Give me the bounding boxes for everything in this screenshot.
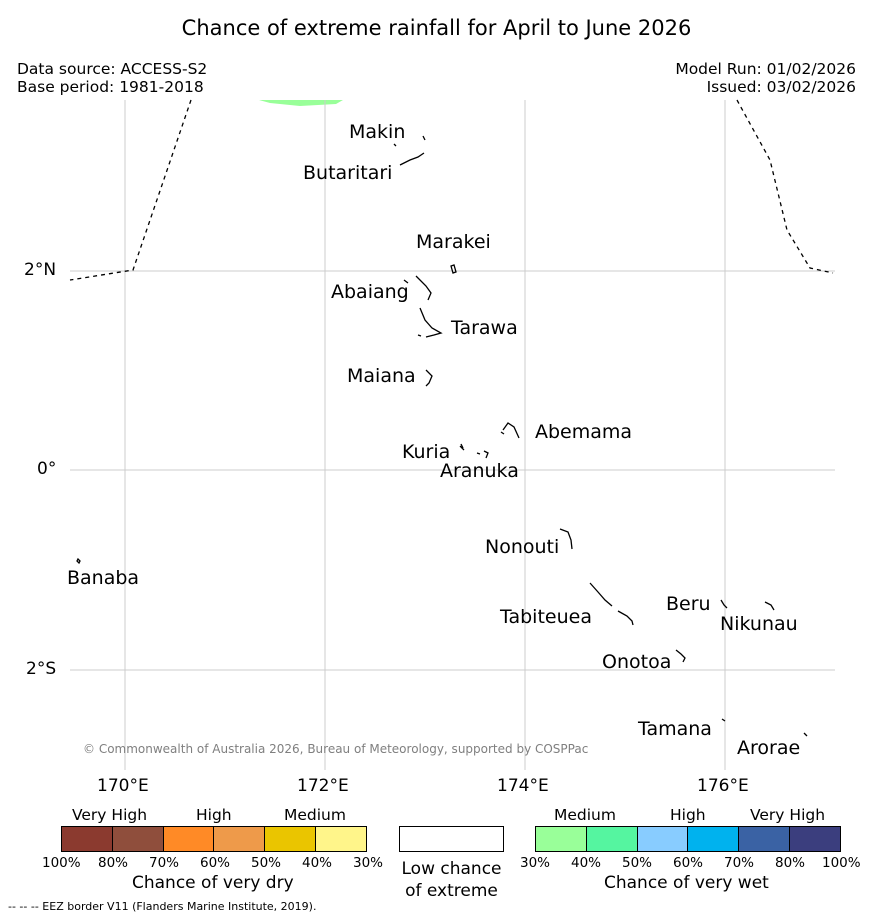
data-info: Data source: ACCESS-S2 Base period: 1981…	[17, 60, 207, 96]
wet-swatch	[586, 827, 638, 851]
wet-swatch	[637, 827, 689, 851]
island-label-kuria: Kuria	[402, 441, 451, 463]
banaba-shape	[76, 557, 81, 565]
neutral-caption-line2: of extreme	[405, 881, 498, 901]
wet-tick: 100%	[822, 855, 861, 871]
tarawa-shape	[417, 307, 443, 338]
island-label-banaba: Banaba	[67, 567, 140, 589]
island-label-makin: Makin	[349, 121, 406, 143]
island-label-abemama: Abemama	[535, 421, 633, 443]
graticule	[70, 100, 835, 770]
wet-swatch	[739, 827, 791, 851]
wet-tick: 70%	[724, 855, 755, 871]
tamana-shape	[721, 718, 726, 722]
island-label-tamana: Tamana	[638, 718, 712, 740]
wet-category-high: High	[670, 806, 706, 824]
neutral-swatch	[399, 826, 504, 852]
wet-swatch	[536, 827, 587, 851]
lon-label-176e: 176°E	[697, 776, 749, 796]
maiana-shape	[425, 369, 433, 387]
lon-label-170e: 170°E	[97, 776, 149, 796]
dry-swatch	[316, 827, 366, 851]
dry-tick: 60%	[200, 855, 231, 871]
wet-medium-patch	[259, 100, 343, 106]
tabiteuea-shape	[589, 582, 634, 626]
dry-category-medium: Medium	[284, 806, 346, 824]
neutral-legend-caption: Low chance of extreme	[399, 858, 504, 902]
nonouti-shape	[559, 528, 573, 550]
eez-border	[69, 99, 834, 281]
dry-tick: 80%	[98, 855, 129, 871]
wet-category-medium: Medium	[554, 806, 616, 824]
island-label-aranuka: Aranuka	[440, 460, 519, 482]
base-period-text: Base period: 1981-2018	[17, 78, 204, 96]
island-label-tarawa: Tarawa	[451, 317, 518, 339]
dry-category-high: High	[196, 806, 232, 824]
dry-tick: 100%	[42, 855, 81, 871]
lat-label-2s: 2°S	[26, 659, 57, 679]
dry-swatch	[163, 827, 215, 851]
eez-border-west	[69, 99, 192, 281]
lat-label-0: 0°	[37, 459, 57, 479]
marakei-shape	[450, 264, 457, 274]
island-label-arorae: Arorae	[737, 737, 801, 759]
wet-swatch	[688, 827, 740, 851]
island-label-onotoa: Onotoa	[602, 651, 672, 673]
dry-tick: 70%	[149, 855, 180, 871]
run-info: Model Run: 01/02/2026 Issued: 03/02/2026	[675, 60, 856, 96]
issued-text: Issued: 03/02/2026	[706, 78, 856, 96]
lon-label-172e: 172°E	[297, 776, 349, 796]
map-title: Chance of extreme rainfall for April to …	[181, 16, 692, 40]
wet-colorbar	[535, 826, 841, 852]
wet-tick: 80%	[775, 855, 806, 871]
wet-tick: 50%	[622, 855, 653, 871]
lat-label-2n: 2°N	[24, 260, 57, 280]
island-label-abaiang: Abaiang	[331, 281, 409, 303]
arorae-shape	[803, 732, 808, 737]
island-label-nikunau: Nikunau	[720, 613, 798, 635]
eez-border-east	[736, 99, 834, 274]
dry-swatch	[265, 827, 317, 851]
neutral-caption-line1: Low chance	[401, 859, 502, 879]
dry-swatch	[62, 827, 113, 851]
dry-legend-caption: Chance of very dry	[132, 873, 294, 893]
copyright-text: © Commonwealth of Australia 2026, Bureau…	[83, 742, 589, 756]
abaiang-shape	[403, 275, 432, 301]
dry-swatch	[112, 827, 164, 851]
onotoa-shape	[675, 649, 686, 663]
data-source-text: Data source: ACCESS-S2	[17, 60, 208, 78]
aranuka-shape	[476, 450, 489, 459]
wet-tick: 60%	[673, 855, 704, 871]
island-label-butaritari: Butaritari	[303, 162, 393, 184]
island-label-beru: Beru	[666, 593, 711, 615]
nikunau-shape	[764, 601, 775, 611]
abemama-shape	[500, 422, 520, 439]
makin-shape	[393, 135, 426, 147]
wet-swatch	[790, 827, 840, 851]
wet-category-very-high: Very High	[750, 806, 826, 824]
dry-colorbar	[61, 826, 367, 852]
dry-tick: 40%	[302, 855, 333, 871]
eez-border-note: -- -- -- EEZ border V11 (Flanders Marine…	[8, 900, 317, 913]
island-label-maiana: Maiana	[347, 365, 416, 387]
beru-shape	[720, 599, 728, 609]
dry-swatch	[214, 827, 266, 851]
wet-tick: 40%	[571, 855, 602, 871]
dry-category-very-high: Very High	[72, 806, 148, 824]
island-shapes	[76, 135, 808, 737]
kuria-shape	[459, 443, 465, 451]
lon-label-174e: 174°E	[497, 776, 549, 796]
island-label-tabiteuea: Tabiteuea	[500, 606, 592, 628]
map-area	[69, 99, 835, 770]
wet-legend-caption: Chance of very wet	[604, 873, 769, 893]
butaritari-shape	[399, 152, 425, 166]
island-label-nonouti: Nonouti	[485, 536, 560, 558]
dry-tick: 30%	[353, 855, 384, 871]
model-run-text: Model Run: 01/02/2026	[675, 60, 856, 78]
dry-tick: 50%	[251, 855, 282, 871]
island-label-marakei: Marakei	[416, 231, 491, 253]
wet-tick: 30%	[520, 855, 551, 871]
